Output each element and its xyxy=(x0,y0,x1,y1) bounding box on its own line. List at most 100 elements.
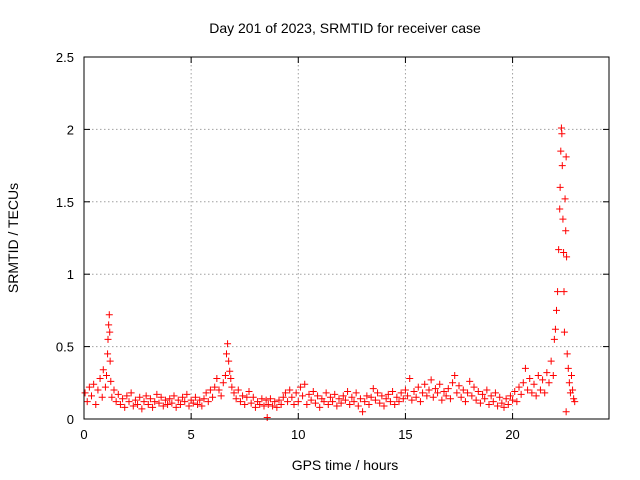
data-point xyxy=(442,392,450,400)
data-point xyxy=(431,385,439,393)
data-point xyxy=(446,395,454,403)
data-point xyxy=(412,393,420,401)
x-tick-label: 20 xyxy=(505,427,519,442)
data-point xyxy=(487,392,495,400)
data-point xyxy=(500,403,508,411)
x-axis-label: GPS time / hours xyxy=(292,457,399,473)
data-point xyxy=(563,350,571,358)
data-point xyxy=(198,402,206,410)
data-point xyxy=(427,376,435,384)
data-point xyxy=(88,392,95,400)
data-point xyxy=(404,392,412,400)
data-point xyxy=(371,396,379,404)
data-point xyxy=(155,399,163,407)
data-point xyxy=(389,387,397,395)
data-point xyxy=(90,380,98,388)
data-point xyxy=(225,357,233,365)
data-point xyxy=(451,372,459,380)
data-point xyxy=(307,396,315,404)
data-point xyxy=(419,389,427,397)
data-point xyxy=(219,379,227,387)
data-point xyxy=(331,390,339,398)
data-point xyxy=(562,227,570,235)
data-point xyxy=(98,393,106,401)
data-point xyxy=(107,377,115,385)
data-point xyxy=(560,248,568,256)
data-point xyxy=(466,377,474,385)
data-point xyxy=(556,205,564,213)
data-point xyxy=(103,372,110,380)
data-point xyxy=(350,398,358,406)
data-point xyxy=(545,379,553,387)
data-point xyxy=(515,383,523,391)
data-point xyxy=(194,401,202,409)
data-point xyxy=(247,399,255,407)
y-tick-label: 1 xyxy=(67,267,74,282)
data-point xyxy=(168,399,176,407)
data-point xyxy=(559,215,567,223)
data-point xyxy=(455,382,463,390)
data-point xyxy=(337,399,345,407)
data-point xyxy=(236,398,244,406)
data-point xyxy=(532,392,540,400)
data-point xyxy=(211,383,219,391)
x-tick-label: 5 xyxy=(188,427,195,442)
data-point xyxy=(376,399,384,407)
data-point xyxy=(568,372,575,380)
data-point xyxy=(123,392,131,400)
data-point xyxy=(243,393,251,401)
data-point xyxy=(303,401,311,409)
data-point xyxy=(401,386,409,394)
data-point xyxy=(232,395,240,403)
data-point xyxy=(227,374,235,382)
data-point xyxy=(434,389,442,397)
data-point xyxy=(263,414,271,422)
data-point xyxy=(269,402,277,410)
data-point xyxy=(85,383,93,391)
data-point xyxy=(258,395,266,403)
data-point xyxy=(273,403,281,411)
data-point xyxy=(425,386,433,394)
data-point xyxy=(172,403,180,411)
data-point xyxy=(134,401,142,409)
data-point xyxy=(352,389,360,397)
data-point xyxy=(110,386,118,394)
data-point xyxy=(393,393,401,401)
data-point xyxy=(524,386,532,394)
data-point xyxy=(279,393,287,401)
data-point xyxy=(361,398,369,406)
data-point xyxy=(549,372,557,380)
data-point xyxy=(472,396,480,404)
data-point xyxy=(189,399,197,407)
data-point xyxy=(558,162,566,170)
data-point xyxy=(423,392,431,400)
data-point xyxy=(292,389,300,397)
data-point xyxy=(483,386,491,394)
plot-frame xyxy=(83,56,610,420)
data-point xyxy=(144,401,152,409)
data-point xyxy=(104,350,112,358)
data-point xyxy=(397,389,405,397)
data-point xyxy=(564,364,572,372)
data-point xyxy=(551,325,559,333)
data-point xyxy=(491,389,499,397)
chart-title: Day 201 of 2023, SRMTID for receiver cas… xyxy=(209,20,481,36)
axis-ticks: 0 5 10 15 20 0 0.5 1 1.5 2 2.5 xyxy=(56,50,609,442)
data-point xyxy=(140,398,148,406)
data-point xyxy=(277,401,285,409)
data-point xyxy=(344,387,352,395)
data-point xyxy=(543,369,551,377)
data-point xyxy=(348,393,356,401)
data-point xyxy=(506,392,514,400)
data-point xyxy=(571,398,579,406)
data-point xyxy=(230,389,238,397)
data-point xyxy=(470,383,478,391)
data-point xyxy=(241,401,249,409)
data-point xyxy=(421,380,429,388)
data-point xyxy=(179,393,187,401)
data-point xyxy=(494,402,502,410)
data-point xyxy=(339,392,347,400)
data-point xyxy=(502,395,510,403)
data-point xyxy=(536,386,544,394)
data-point xyxy=(138,405,146,413)
